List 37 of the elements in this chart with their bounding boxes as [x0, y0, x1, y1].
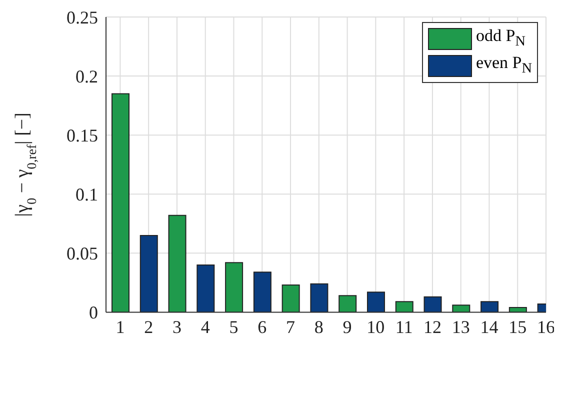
x-tick-label: 6: [258, 317, 267, 337]
bar: [196, 264, 215, 312]
bar: [112, 93, 130, 312]
x-tick-label: 9: [342, 317, 352, 337]
x-tick-label: 10: [366, 317, 385, 337]
bar: [338, 295, 357, 312]
bar: [480, 301, 499, 312]
y-tick-label: 0: [89, 302, 98, 323]
bar: [366, 292, 385, 312]
y-tick-label: 0.2: [76, 66, 98, 86]
y-tick-label: 0.1: [76, 184, 98, 205]
bar: [282, 284, 300, 312]
bar: [395, 301, 414, 312]
y-tick-label: 0.25: [66, 7, 98, 28]
bar: [168, 214, 186, 312]
x-tick-label: 2: [144, 317, 154, 337]
x-tick-label: 4: [200, 317, 210, 337]
bar: [140, 234, 158, 312]
bar: [452, 304, 470, 312]
bar: [225, 262, 244, 312]
bar: [310, 283, 328, 312]
y-tick-label: 0.15: [66, 125, 98, 146]
x-tick-label: 7: [286, 317, 296, 337]
legend-label: odd P$_{N}$: [476, 25, 526, 52]
x-tick-label: 8: [314, 317, 324, 337]
y-tick-label: 0.05: [66, 244, 98, 264]
legend-label: even P$_{N}$: [476, 52, 532, 79]
bar: [424, 296, 442, 312]
x-tick-label: 14: [480, 317, 498, 337]
x-tick-label: 13: [452, 317, 470, 337]
x-tick-label: 11: [395, 317, 413, 337]
x-tick-label: 12: [423, 317, 442, 337]
x-tick-label: 1: [116, 317, 125, 337]
x-tick-label: 3: [172, 317, 182, 337]
x-tick-label: 5: [229, 317, 238, 337]
bar: [253, 272, 272, 312]
x-tick-label: 15: [508, 317, 527, 337]
